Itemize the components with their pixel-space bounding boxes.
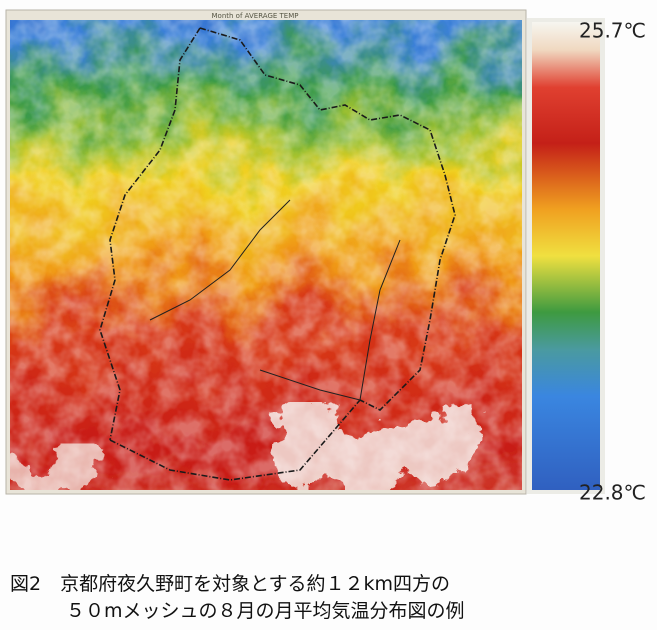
caption-line: 図2 京都府夜久野町を対象とする約１２km四方の (10, 573, 451, 595)
colorbar-max-label: 25.7℃ (579, 19, 646, 43)
colorbar-min-label: 22.8℃ (579, 481, 646, 505)
temperature-map (10, 20, 522, 490)
figure: Month of AVERAGE TEMP 25.7℃ 22.8℃ (5, 9, 646, 505)
colorbar (532, 22, 600, 490)
caption-line: ５０mメッシュの８月の月平均気温分布図の例 (66, 600, 465, 622)
map-title: Month of AVERAGE TEMP (212, 12, 299, 20)
